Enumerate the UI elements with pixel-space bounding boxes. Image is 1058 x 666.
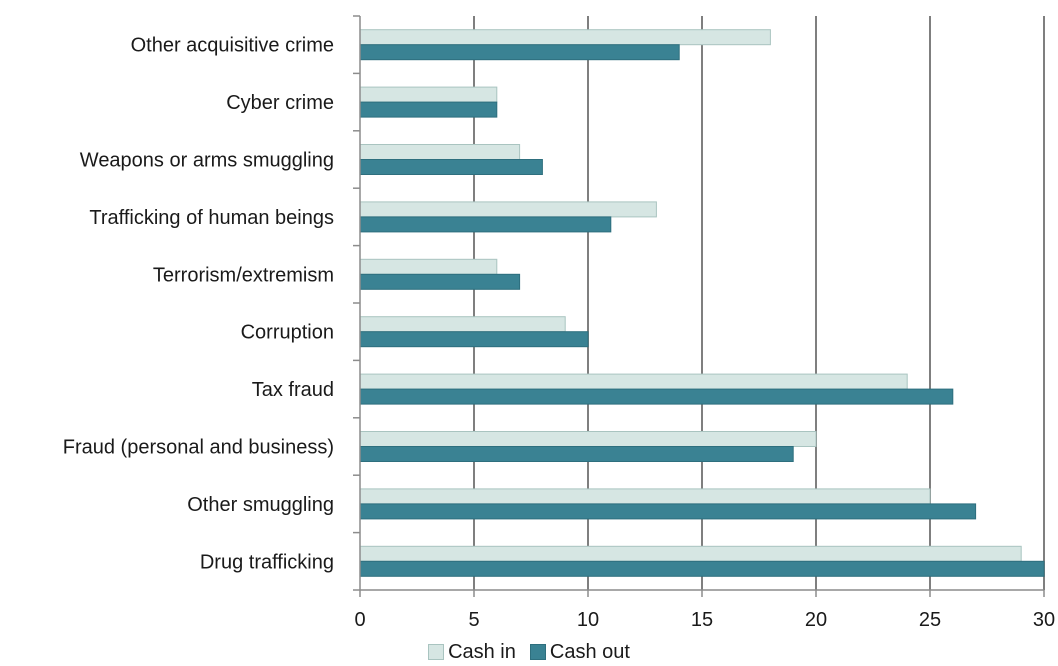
bar-cash-out <box>359 331 589 348</box>
legend: Cash in Cash out <box>0 638 1058 666</box>
bar-cash-in <box>359 29 771 46</box>
x-tick-label-15: 15 <box>691 609 713 631</box>
bar-chart: 0 5 10 15 20 25 30 Other acquisitive crime Cybe… <box>63 15 1055 631</box>
category-label: Corruption <box>241 322 334 344</box>
legend-label-cash-out: Cash out <box>549 640 630 663</box>
x-tick-label-30: 30 <box>1033 609 1055 631</box>
bar-cash-out <box>359 101 498 118</box>
bar-cash-out <box>359 446 794 462</box>
bar-cash-in <box>359 258 498 275</box>
x-tick-label-0: 0 <box>354 609 365 631</box>
bar-cash-out <box>359 560 1045 577</box>
bar-cash-in <box>359 488 931 505</box>
legend-swatch-cash-out <box>529 644 546 660</box>
legend-label-cash-in: Cash in <box>448 640 516 663</box>
bar-cash-out <box>359 503 977 520</box>
legend-item-cash-out: Cash out <box>529 640 630 664</box>
bar-cash-in <box>359 373 908 390</box>
legend-swatch-cash-in <box>428 644 445 660</box>
bar-cash-out <box>359 216 612 233</box>
bar-cash-in <box>359 86 498 103</box>
category-label: Other smuggling <box>187 494 334 516</box>
x-tick-label-25: 25 <box>919 609 941 631</box>
bar-cash-out <box>359 273 521 290</box>
x-tick-label-20: 20 <box>805 609 827 631</box>
category-label: Tax fraud <box>252 379 334 401</box>
axes: 0 5 10 15 20 25 30 <box>353 15 1055 631</box>
bar-cash-out <box>359 388 954 405</box>
bar-cash-in <box>359 545 1022 562</box>
bar-cash-in <box>359 144 521 160</box>
category-label: Fraud (personal and business) <box>63 437 334 459</box>
x-tick-label-5: 5 <box>468 609 479 631</box>
category-label: Cyber crime <box>226 92 334 114</box>
bar-cash-in <box>359 431 817 447</box>
legend-item-cash-in: Cash in <box>428 641 516 664</box>
category-label: Other acquisitive crime <box>131 35 334 57</box>
category-label: Weapons or arms smuggling <box>80 150 334 172</box>
bar-cash-in <box>359 201 657 218</box>
bar-cash-in <box>359 316 566 333</box>
bar-cash-out <box>359 159 543 175</box>
labels: Other acquisitive crime Cyber crime Weapon… <box>63 35 334 574</box>
x-tick-label-10: 10 <box>577 609 599 631</box>
bar-cash-out <box>359 44 680 61</box>
category-label: Trafficking of human beings <box>89 207 334 229</box>
category-label: Drug trafficking <box>200 551 334 573</box>
category-label: Terrorism/extremism <box>153 264 334 286</box>
